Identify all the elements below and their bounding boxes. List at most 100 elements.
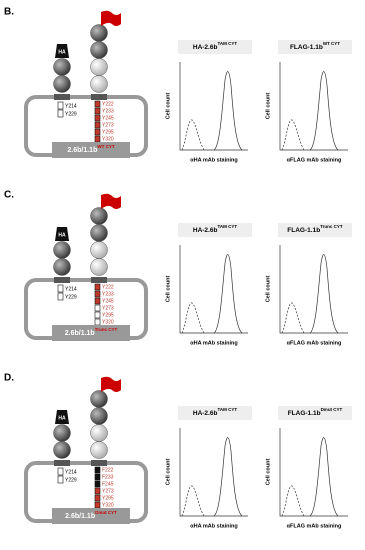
x-axis-label: αFLAG mAb staining (287, 157, 342, 163)
plot-axes (179, 245, 248, 334)
box-label: 2.6b/1.1bDmut CYT (65, 510, 117, 520)
box-label-bg (52, 325, 130, 341)
plot-title-main: FLAG-1.1b (288, 410, 321, 417)
plot-title: FLAG-1.1bDmut CYT (288, 407, 343, 417)
plot-title-sup: WT CYT (323, 41, 340, 46)
y-axis-label: Cell count (265, 93, 271, 120)
ha-tag (55, 227, 69, 241)
ha-tag-label: HA (58, 232, 66, 238)
stained-histogram (309, 254, 339, 334)
domain-ball (90, 75, 108, 93)
control-histogram (281, 485, 305, 517)
plot-title-sup: Dmut CYT (321, 407, 343, 412)
x-axis-label: αHA mAb staining (190, 340, 237, 346)
residue-label: Y245 (102, 298, 114, 304)
residue-label: Y273 (102, 122, 114, 128)
residue (94, 487, 101, 495)
residue (57, 475, 64, 484)
residue-label: Y295 (102, 495, 114, 501)
plot-title-sup: TAM CYT (217, 407, 237, 412)
domain-ball (53, 75, 71, 93)
plot-title-main: HA-2.6b (193, 227, 218, 234)
x-axis-label: αFLAG mAb staining (287, 523, 342, 529)
plot-title-main: HA-2.6b (193, 410, 218, 417)
plot-title-sup: TAM CYT (217, 41, 237, 46)
residue (94, 466, 101, 474)
residue (94, 494, 101, 502)
domain-ball (90, 407, 108, 425)
domain-ball (53, 441, 71, 459)
residue-label: Y273 (102, 305, 114, 311)
flag-tag (101, 193, 121, 209)
plot-title: HA-2.6bTAM CYT (193, 41, 237, 51)
residue-label: Y295 (102, 312, 114, 318)
plot-title: HA-2.6bTAM CYT (193, 224, 237, 234)
control-histogram (181, 119, 205, 151)
tm-segment (91, 94, 107, 100)
tm-segment (91, 277, 107, 283)
box-label-sup: Dmut CYT (95, 510, 117, 515)
plot-title: FLAG-1.1bWT CYT (290, 41, 340, 51)
y-axis-label: Cell count (165, 276, 171, 303)
residue-label: Y233 (102, 108, 114, 114)
stained-histogram (213, 71, 243, 151)
plot-axes (279, 428, 348, 517)
box-label: 2.6b/1.1bTrunc CYT (65, 327, 118, 337)
x-axis-label: αFLAG mAb staining (287, 340, 342, 346)
tm-segment (54, 94, 70, 100)
residue-label: Y214 (65, 286, 77, 292)
plot-axes (179, 62, 248, 151)
control-histogram (281, 119, 305, 151)
ha-tag-label: HA (58, 415, 66, 421)
plot-title-sup: TAM CYT (217, 224, 237, 229)
domain-ball (90, 441, 108, 459)
y-axis-label: Cell count (265, 276, 271, 303)
x-axis-label: αHA mAb staining (190, 157, 237, 163)
box-label-sup: Trunc CYT (95, 327, 118, 332)
box-label-bg (52, 508, 130, 524)
box-label-sup: WT CYT (97, 144, 114, 149)
residue-label: F245 (102, 481, 114, 487)
panel-label: B. (4, 7, 14, 18)
tm-segment (54, 277, 70, 283)
box-label-main: 2.6b/1.1b (67, 147, 97, 154)
domain-ball (90, 24, 108, 42)
residue (57, 109, 64, 118)
stained-histogram (213, 437, 243, 517)
residue (94, 283, 101, 291)
plot-axes (279, 245, 348, 334)
residue (94, 128, 101, 136)
plot-title-main: FLAG-1.1b (287, 227, 320, 234)
stained-histogram (309, 71, 339, 151)
control-histogram (181, 485, 205, 517)
residue-label: Y229 (65, 477, 77, 483)
box-label-main: 2.6b/1.1b (65, 513, 95, 520)
domain-ball (90, 241, 108, 259)
y-axis-label: Cell count (165, 93, 171, 120)
plot-title-sup: Trunc CYT (320, 224, 343, 229)
residue-label: Y320 (102, 319, 114, 325)
residue-label: Y222 (102, 284, 114, 290)
residue-label: Y214 (65, 103, 77, 109)
residue (94, 297, 101, 305)
y-axis-label: Cell count (165, 459, 171, 486)
plot-title-bg (278, 223, 352, 237)
control-histogram (281, 302, 305, 334)
domain-ball (90, 207, 108, 225)
domain-ball (90, 41, 108, 59)
residue (94, 480, 101, 488)
residue-label: F222 (102, 467, 114, 473)
plot-title-main: HA-2.6b (193, 44, 218, 51)
residue (94, 100, 101, 108)
panel-label: C. (4, 190, 14, 201)
box-label: 2.6b/1.1bWT CYT (67, 144, 114, 154)
flag-tag (101, 10, 121, 26)
ha-tag (55, 410, 69, 424)
residue-label: Y320 (102, 502, 114, 508)
plot-title-bg (178, 406, 252, 420)
plot-title-bg (178, 40, 252, 54)
residue-label: Y233 (102, 291, 114, 297)
x-axis-label: αHA mAb staining (190, 523, 237, 529)
control-histogram (181, 302, 205, 334)
panel-label: D. (4, 373, 14, 384)
